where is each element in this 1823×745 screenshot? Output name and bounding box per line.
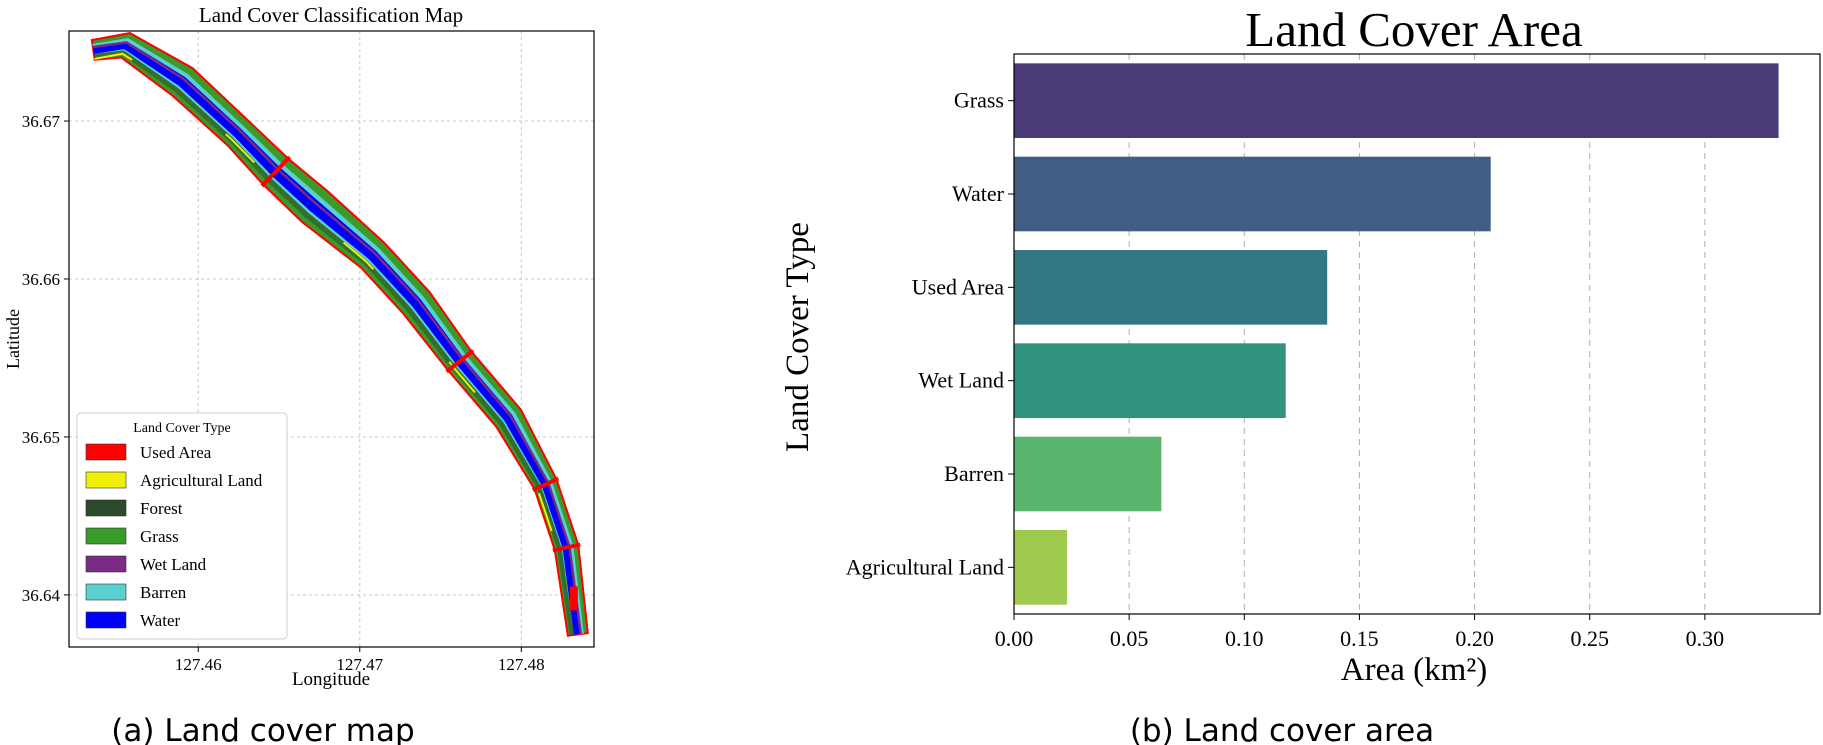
map-x-axis-label: Longitude	[292, 669, 370, 690]
bar-x-tick-label: 0.20	[1455, 626, 1494, 651]
legend-label: Grass	[140, 527, 179, 546]
bar-grass	[1014, 63, 1779, 139]
used-area-crossing	[531, 476, 560, 492]
bar-x-axis-label: Area (km²)	[1341, 652, 1487, 688]
map-x-tick-label: 127.47	[336, 655, 383, 674]
legend-swatch	[85, 499, 127, 517]
bar-x-tick-label: 0.30	[1686, 626, 1725, 651]
used-area-crossing	[552, 542, 581, 553]
legend-label: Forest	[140, 499, 183, 518]
map-x-tick-label: 127.46	[175, 655, 222, 674]
bar-gridlines	[1128, 54, 1706, 614]
bar-x-tick-label: 0.05	[1110, 626, 1149, 651]
legend-label: Wet Land	[140, 555, 207, 574]
bar-category-label: Used Area	[912, 274, 1004, 299]
land-cover-map-panel: Land Cover Classification Map 127.46 127.…	[3, 3, 595, 745]
map-y-tick-label: 36.66	[22, 270, 60, 289]
bar-x-tick-label: 0.15	[1340, 626, 1379, 651]
bar-y-axis-label: Land Cover Type	[780, 222, 816, 452]
legend-swatch	[85, 443, 127, 461]
grass-area	[90, 31, 589, 637]
legend-swatch	[85, 611, 127, 629]
bar-x-tick-label: 0.00	[995, 626, 1034, 651]
bar-used-area	[1014, 250, 1328, 325]
bar-category-label: Agricultural Land	[846, 554, 1004, 579]
legend-swatch	[85, 527, 127, 545]
legend-swatch	[85, 583, 127, 601]
bar-chart-title: Land Cover Area	[1245, 2, 1583, 57]
bar-category-labels: Grass Water Used Area Wet Land Barren Agricul…	[846, 88, 1014, 579]
map-y-tick-label: 36.65	[22, 428, 60, 447]
map-frame	[68, 30, 595, 648]
map-gridlines	[69, 31, 594, 647]
bar-x-ticks: 0.00 0.05 0.10 0.15 0.20 0.25 0.30	[995, 614, 1724, 651]
agricultural-land-area	[94, 52, 570, 636]
bar-frame	[1013, 53, 1821, 615]
bar-category-label: Grass	[954, 88, 1004, 113]
legend-label: Barren	[140, 583, 187, 602]
used-area-patch	[569, 586, 578, 611]
bar-barren	[1014, 436, 1162, 512]
map-legend: Land Cover Type Used Area Agricultural La…	[76, 412, 288, 640]
land-cover-area-panel: Land Cover Area 0.00 0.05 0.10 0.15 0.20 0.25…	[780, 2, 1821, 745]
bar-x-tick-label: 0.10	[1225, 626, 1264, 651]
used-area-crossing	[445, 348, 475, 374]
map-x-ticks: 127.46 127.47 127.48	[175, 647, 545, 674]
used-area-crossing	[260, 155, 292, 188]
river-land-cover	[90, 31, 589, 637]
bar-wet-land	[1014, 343, 1286, 418]
legend-label: Used Area	[140, 443, 212, 462]
map-y-tick-label: 36.64	[22, 586, 61, 605]
map-y-axis-label: Latitude	[3, 309, 23, 369]
legend-title: Land Cover Type	[133, 421, 231, 436]
map-y-tick-label: 36.67	[22, 112, 61, 131]
legend-label: Agricultural Land	[140, 471, 263, 490]
bar-water	[1014, 156, 1491, 232]
bar-x-tick-label: 0.25	[1570, 626, 1609, 651]
legend-swatch	[85, 555, 127, 573]
legend-entries: Used Area Agricultural Land Forest Grass Wet…	[85, 443, 263, 630]
bar-agricultural-land	[1014, 530, 1067, 605]
legend-swatch	[85, 471, 127, 489]
legend-box	[76, 412, 288, 640]
legend-label: Water	[140, 611, 180, 630]
bar-category-label: Barren	[944, 461, 1004, 486]
panel-a-caption: (a) Land cover map	[111, 713, 414, 745]
bar-category-label: Wet Land	[918, 368, 1004, 393]
panel-b-caption: (b) Land cover area	[1130, 713, 1434, 745]
map-y-ticks: 36.67 36.66 36.65 36.64	[22, 112, 69, 605]
bars	[1014, 63, 1779, 605]
map-title: Land Cover Classification Map	[199, 3, 463, 27]
map-x-tick-label: 127.48	[498, 655, 545, 674]
bar-category-label: Water	[952, 181, 1005, 206]
